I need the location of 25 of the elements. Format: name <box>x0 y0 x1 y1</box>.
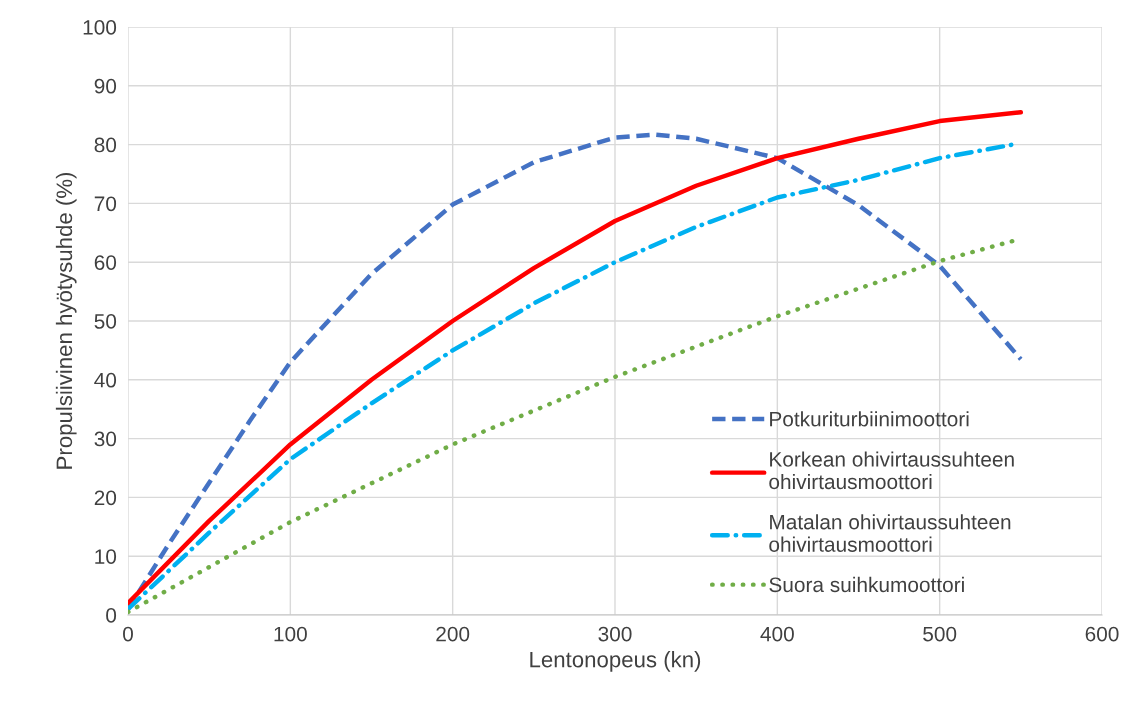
y-tick-label: 30 <box>94 431 117 447</box>
line-series <box>128 238 1015 615</box>
y-tick-label: 20 <box>94 490 117 506</box>
x-tick-label: 600 <box>1085 626 1119 642</box>
legend-label: Korkean ohivirtaussuhteen ohivirtausmoottori <box>769 451 1014 490</box>
y-tick-label: 80 <box>94 137 117 153</box>
y-tick-label: 60 <box>94 255 117 270</box>
y-axis-title: Propulsiivinen hyötysuhde (%) <box>55 172 77 469</box>
x-tick-label: 500 <box>923 626 957 642</box>
legend-label: Potkuriturbiinimoottori <box>770 411 969 427</box>
x-tick-label: 400 <box>760 626 794 642</box>
y-tick-label: 10 <box>95 549 117 564</box>
y-tick-label: 40 <box>94 372 117 388</box>
x-tick-label: 200 <box>436 626 470 642</box>
y-tick-label: 70 <box>94 196 117 212</box>
legend-label: Matalan ohivirtaussuhteen ohivirtausmoottori <box>769 514 1011 552</box>
y-tick-label: 90 <box>94 78 117 94</box>
x-tick-label: 300 <box>598 626 632 642</box>
y-tick-label: 100 <box>83 20 117 35</box>
x-tick-label: 100 <box>274 626 307 642</box>
x-tick-label: 0 <box>123 626 133 642</box>
y-tick-label: 0 <box>106 608 117 623</box>
legend-label: Suora suihkumoottori <box>769 576 964 593</box>
y-tick-label: 50 <box>94 314 117 329</box>
x-axis-title: Lentonopeus (kn) <box>530 651 701 672</box>
